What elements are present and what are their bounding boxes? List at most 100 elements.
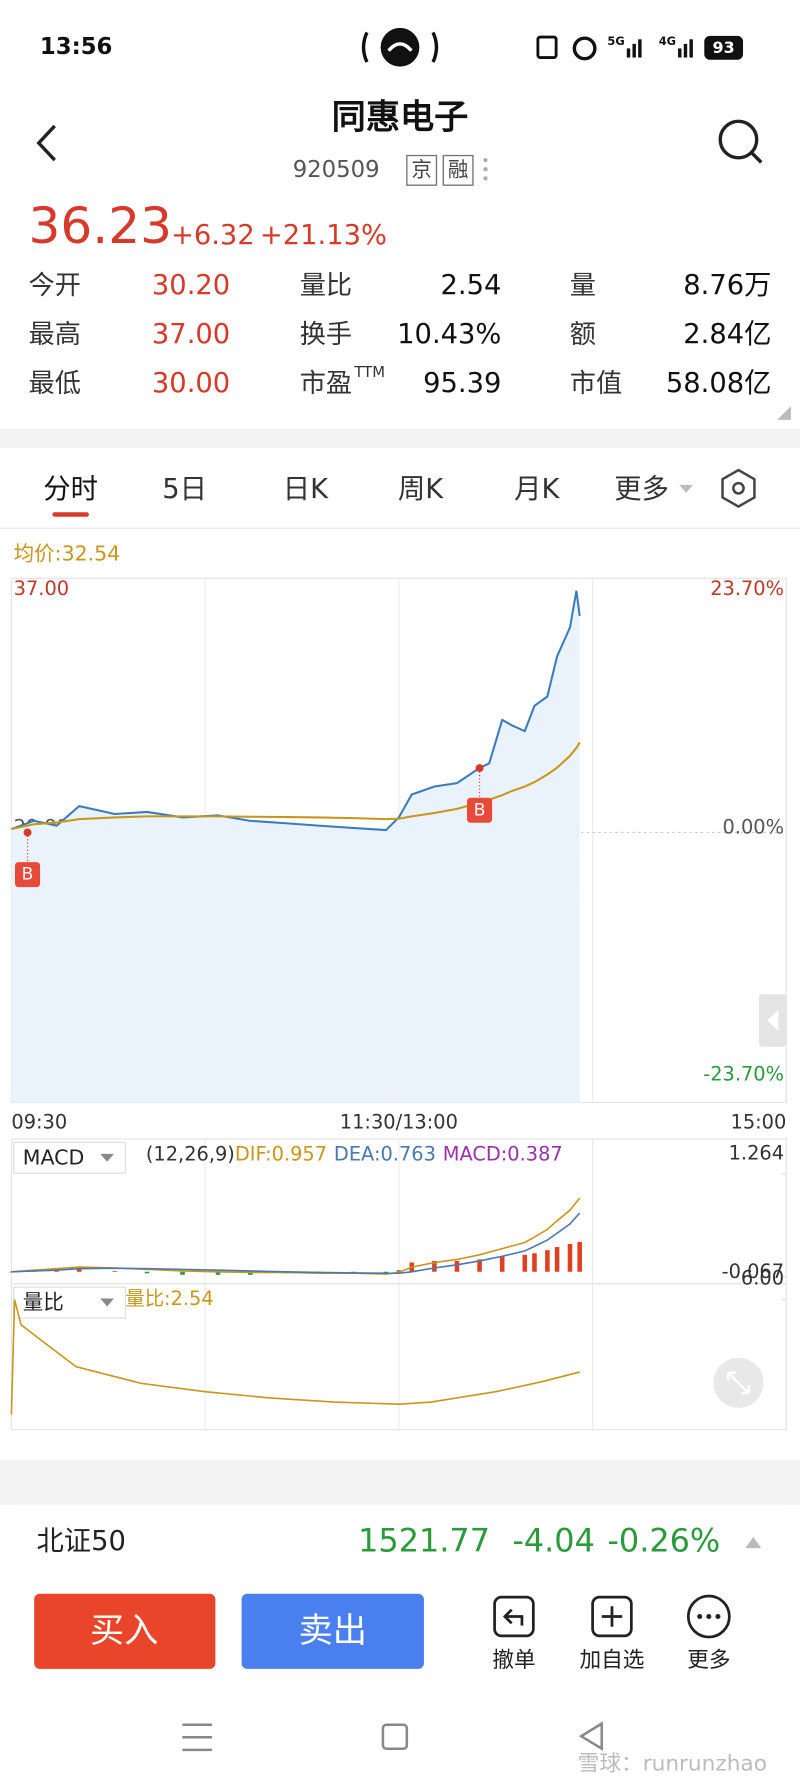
watermark: 雪球：runrunzhao bbox=[578, 1752, 767, 1777]
legend-entry: DEA:0.763 bbox=[334, 1142, 436, 1165]
stat-label-sup: TTM bbox=[353, 364, 385, 381]
more-action[interactable] bbox=[686, 1594, 731, 1639]
trade-point bbox=[23, 828, 32, 837]
stat-value: 2.84亿 bbox=[683, 319, 771, 350]
macd-bar bbox=[567, 1244, 573, 1272]
x-tick-label: 15:00 bbox=[731, 1111, 787, 1134]
buy-label: 买入 bbox=[90, 1611, 158, 1651]
signal-icons bbox=[626, 39, 693, 58]
index-change: -4.04 bbox=[512, 1521, 595, 1559]
action-label: 更多 bbox=[687, 1648, 730, 1673]
macd-bar bbox=[180, 1271, 185, 1275]
y2-tick-label: 23.70% bbox=[710, 577, 784, 600]
x-tick-label: 09:30 bbox=[11, 1111, 67, 1134]
tab[interactable]: 分时 bbox=[43, 474, 98, 505]
macd-bar bbox=[248, 1271, 253, 1275]
legend-entry: DIF:0.957 bbox=[235, 1142, 327, 1165]
settings-button[interactable] bbox=[721, 468, 756, 508]
buy-button[interactable] bbox=[34, 1593, 216, 1669]
stat-label: 最低 bbox=[28, 369, 80, 399]
macd-bar bbox=[454, 1260, 460, 1272]
chart-tabs: 分时 5日 日K 周K 月K 更多 bbox=[43, 474, 693, 505]
macd-bar bbox=[215, 1271, 221, 1275]
nav-menu[interactable] bbox=[182, 1723, 212, 1752]
stat-label: 市盈 bbox=[300, 369, 352, 399]
macd-bar bbox=[477, 1259, 482, 1272]
indicator-selector-label: MACD bbox=[23, 1145, 84, 1169]
side-handle-arrow bbox=[766, 1010, 779, 1031]
macd-bar bbox=[112, 1270, 117, 1272]
current-price: 36.23 bbox=[28, 196, 172, 255]
charts: 37.0029.9122.8223.70%0.00%-23.70%09:3011… bbox=[9, 577, 787, 1431]
network-label: 5G bbox=[607, 34, 624, 48]
selector-arrow bbox=[100, 1153, 114, 1162]
settings-icon-core bbox=[732, 481, 745, 495]
trade-badge-label: B bbox=[474, 800, 486, 820]
avg-price-label: 均价:32.54 bbox=[14, 541, 121, 565]
corner-mark bbox=[777, 406, 791, 420]
tab[interactable]: 更多 bbox=[614, 474, 669, 505]
stat-value: 2.54 bbox=[441, 270, 502, 301]
stat-label: 量比 bbox=[300, 271, 352, 301]
stat-label: 最高 bbox=[28, 320, 80, 350]
y-tick-label: 6.00 bbox=[741, 1267, 784, 1290]
stat-label: 量 bbox=[570, 271, 596, 301]
expand-arrow[interactable] bbox=[745, 1536, 762, 1549]
cancel-action[interactable] bbox=[493, 1595, 535, 1638]
sell-label: 卖出 bbox=[299, 1611, 367, 1651]
search-button[interactable] bbox=[718, 119, 763, 164]
stat-value: 8.76万 bbox=[683, 270, 771, 301]
tag-box bbox=[442, 154, 474, 186]
macd-bar bbox=[522, 1254, 528, 1272]
macd-bar bbox=[9, 1271, 14, 1273]
macd-bar bbox=[144, 1271, 150, 1274]
back-button[interactable] bbox=[36, 124, 56, 162]
watchlist-action[interactable] bbox=[591, 1595, 633, 1638]
tab[interactable]: 周K bbox=[398, 474, 444, 505]
series-line bbox=[10, 1299, 580, 1415]
price-change: +6.32 bbox=[171, 220, 255, 251]
nfc-icon bbox=[536, 35, 558, 59]
battery-level: 93 bbox=[713, 38, 735, 57]
action-label: 加自选 bbox=[580, 1648, 645, 1673]
series-line bbox=[11, 1197, 581, 1275]
stat-label: 市值 bbox=[570, 369, 622, 399]
y-tick-label: 37.00 bbox=[14, 577, 69, 600]
action-label: 撤单 bbox=[492, 1648, 535, 1673]
stock-tag: 融 bbox=[448, 157, 468, 181]
indicator-params: (12,26,9) bbox=[146, 1142, 235, 1165]
tab[interactable]: 日K bbox=[283, 474, 329, 505]
alarm-icon bbox=[572, 36, 597, 61]
nav-home[interactable] bbox=[381, 1723, 409, 1750]
separator bbox=[0, 1459, 800, 1505]
trade-badge bbox=[467, 797, 493, 823]
network-label: 4G bbox=[659, 34, 676, 48]
series-line bbox=[11, 741, 581, 831]
macd-bar bbox=[499, 1256, 505, 1272]
y2-tick-label: 0.00% bbox=[723, 815, 785, 838]
stat-value: 58.08亿 bbox=[666, 368, 772, 399]
trade-point bbox=[475, 764, 484, 773]
trade-badge bbox=[15, 862, 41, 888]
series-line bbox=[11, 590, 581, 832]
nav-back[interactable] bbox=[578, 1721, 603, 1751]
tab[interactable]: 月K bbox=[514, 474, 560, 505]
sell-button[interactable] bbox=[241, 1593, 424, 1669]
more-dots[interactable] bbox=[483, 158, 488, 181]
macd-bar bbox=[396, 1270, 402, 1272]
y2-tick-label: -23.70% bbox=[703, 1063, 784, 1086]
stock-tag: 京 bbox=[411, 157, 432, 181]
stat-value: 30.00 bbox=[152, 368, 230, 399]
expand-icon bbox=[727, 1371, 750, 1395]
selector-arrow bbox=[100, 1298, 114, 1307]
battery-icon bbox=[704, 35, 744, 60]
status-center-icon bbox=[361, 27, 439, 67]
tab-dropdown-arrow bbox=[679, 484, 693, 493]
macd-bar bbox=[545, 1250, 550, 1272]
macd-bar bbox=[577, 1241, 582, 1272]
index-value: 1521.77 bbox=[358, 1521, 490, 1559]
x-tick-label: 11:30/13:00 bbox=[340, 1111, 458, 1134]
tab[interactable]: 5日 bbox=[162, 474, 207, 505]
